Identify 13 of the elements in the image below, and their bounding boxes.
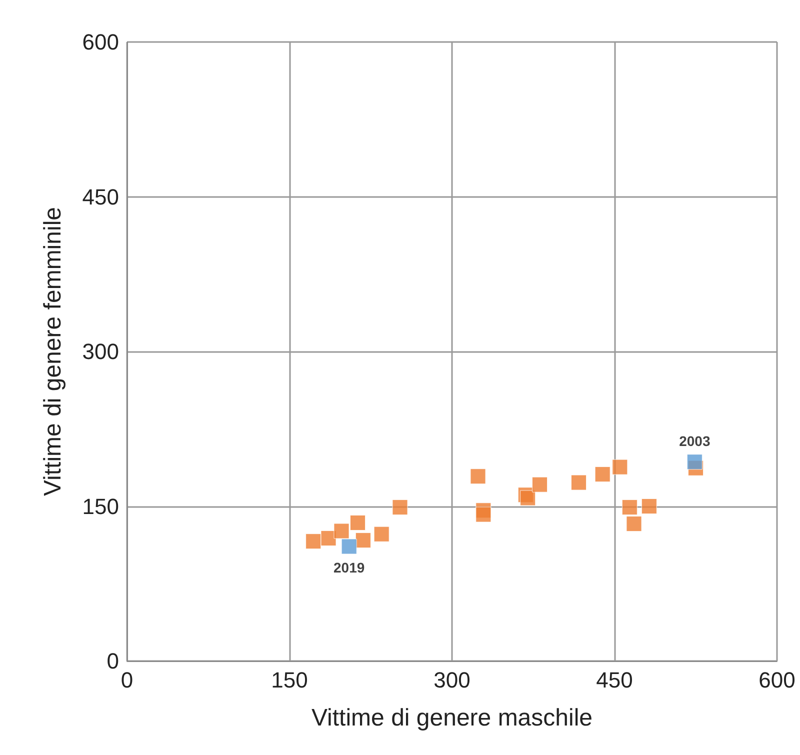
x-tick-label: 300 [434,668,470,692]
x-tick-label: 150 [271,668,308,692]
y-tick-label: 600 [82,30,119,54]
y-tick-label: 0 [106,648,119,674]
y-tick-label: 300 [82,339,119,364]
x-tick-label: 600 [758,668,796,692]
y-axis-title: Vittime di genere femminile [40,206,66,496]
x-axis-title: Vittime di genere maschile [311,704,593,732]
y-tick-label: 150 [82,494,119,519]
x-tick-label: 450 [596,668,633,692]
annotation: 2019 [334,559,365,576]
y-tick-label: 450 [82,184,119,210]
annotation: 2003 [679,432,710,449]
